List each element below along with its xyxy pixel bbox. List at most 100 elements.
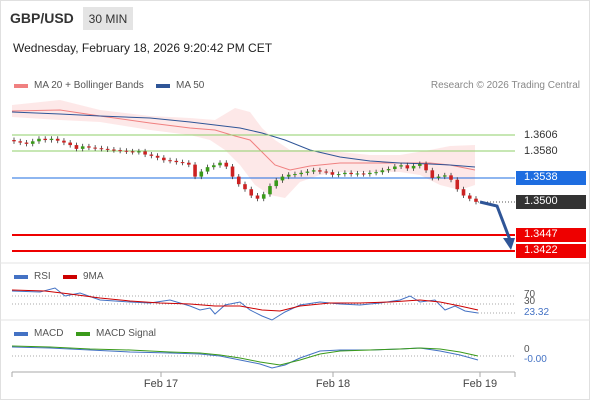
candle-body [324,171,328,173]
candle-body [474,198,478,202]
candle-body [268,186,272,195]
candle-body [168,160,172,162]
candle-body [418,164,422,166]
x-label-feb18: Feb 18 [315,378,351,390]
candle-body [87,146,91,148]
candle-body [405,165,410,169]
pivot-label: 1.3538 [524,171,558,183]
rsi-ma-line [11,289,479,312]
9ma-swatch [63,274,77,279]
current-price-label: 1.3500 [524,195,558,207]
candle-body [374,172,378,174]
candle-body [199,171,204,177]
candle-body [80,146,85,149]
candle-body [386,169,391,171]
ma20-swatch [14,83,28,88]
candle-body [424,164,428,171]
rsi-current-value: 23.32 [524,307,550,318]
candle-body [299,172,303,175]
current-price-label-box [516,195,586,209]
x-label-feb19: Feb 19 [462,378,498,390]
candle-body [162,157,166,161]
ma50-swatch [156,83,170,88]
candle-body [311,170,316,172]
candle-body [211,165,216,168]
legend-macd: MACD [14,328,63,339]
candle-body [93,147,97,149]
legend-macd-signal: MACD Signal [76,328,156,339]
candle-body [43,138,48,141]
candle-body [336,174,341,176]
candle-body [24,142,29,144]
candle-body [286,174,291,177]
support-label-2: 1.3422 [524,244,558,256]
rsi-swatch [14,274,28,279]
candle-body [224,162,229,167]
candle-body [112,149,116,151]
support-label-1: 1.3447 [524,228,558,240]
bollinger-band [12,100,475,198]
rsi-level-30-label: 30 [524,296,536,307]
candle-body [62,140,66,143]
candle-body [124,150,129,152]
macd-current-value: -0.00 [524,354,547,365]
candle-body [205,167,210,172]
candlestick-series [12,136,478,205]
chart-datetime: Wednesday, February 18, 2026 9:20:42 PM … [13,41,273,55]
candle-body [243,184,247,190]
candle-body [393,166,397,170]
candle-body [318,170,322,172]
candle-body [18,141,23,143]
support-label-box-2 [516,244,586,258]
candle-body [461,189,466,196]
legend-ma20-label: MA 20 + Bollinger Bands [34,80,144,91]
candle-body [399,165,403,167]
candle-body [349,172,353,175]
candle-body [274,180,279,187]
legend-ma50-label: MA 50 [176,80,205,91]
rsi-level-70-label: 70 [524,289,536,300]
forecast-arrowhead [503,238,515,250]
resistance-label-2: 1.3580 [524,145,558,157]
macd-zero-label: 0 [524,344,530,355]
candle-body [436,176,441,178]
candle-body [361,173,366,175]
candle-body [330,172,335,175]
legend-macd-signal-label: MACD Signal [96,328,157,339]
candle-body [305,171,310,173]
candle-body [236,176,241,185]
legend-ma50: MA 50 [156,80,204,91]
candle-body [55,138,60,141]
candle-body [30,141,35,144]
legend-rsi: RSI [14,271,51,282]
candle-body [12,140,16,142]
macd-swatch [14,331,28,336]
candle-body [230,166,235,177]
candle-body [218,162,222,166]
symbol-title: GBP/USD [10,10,74,26]
candle-body [130,151,135,153]
pivot-label-box [516,171,586,185]
candle-body [343,172,347,175]
candle-body [180,162,185,164]
support-label-box-1 [516,228,586,242]
ma50-line [11,111,476,168]
candle-body [355,173,360,175]
candle-body [380,170,385,173]
candle-body [49,138,54,141]
candle-body [449,175,453,180]
candle-body [99,148,104,150]
candle-body [68,142,72,146]
legend-9ma: 9MA [63,271,104,282]
candle-body [368,172,372,175]
legend-9ma-label: 9MA [83,271,104,282]
timeframe-button[interactable]: 30 MIN [83,7,133,30]
credit-text: Research © 2026 Trading Central [430,80,580,91]
macd-signal-swatch [76,331,90,336]
candle-body [280,176,285,181]
candle-body [155,155,160,158]
candle-body [293,174,297,176]
candle-body [411,165,416,169]
macd-signal-line [11,345,479,366]
